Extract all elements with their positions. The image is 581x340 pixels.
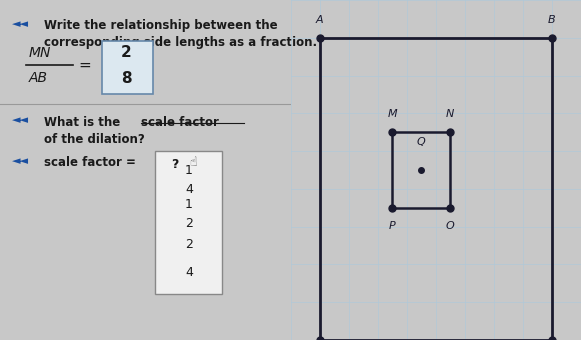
Text: Q: Q [417,137,426,147]
Text: B: B [548,15,556,24]
Text: 2: 2 [185,238,193,251]
Text: A: A [315,15,324,24]
Text: 1: 1 [185,164,193,177]
Text: What is the: What is the [44,116,124,129]
Text: 4: 4 [185,183,193,196]
Text: 1: 1 [185,198,193,211]
Text: ☝: ☝ [189,156,196,169]
Text: N: N [446,109,454,119]
Text: ◄◄: ◄◄ [12,156,28,166]
Text: MN: MN [29,46,52,60]
Text: scale factor =: scale factor = [44,156,135,169]
FancyBboxPatch shape [156,151,223,294]
Text: 8: 8 [121,71,132,86]
Text: Write the relationship between the: Write the relationship between the [44,19,277,32]
Text: 2: 2 [185,217,193,230]
Text: ?: ? [171,158,179,171]
Text: O: O [446,221,455,231]
Text: of the dilation?: of the dilation? [44,133,144,146]
Text: 2: 2 [121,45,132,60]
Text: ◄◄: ◄◄ [12,19,28,29]
Text: M: M [388,109,397,119]
Text: ◄◄: ◄◄ [12,116,28,125]
FancyBboxPatch shape [102,41,152,94]
Text: 4: 4 [185,266,193,278]
Text: AB: AB [29,71,48,85]
Text: =: = [78,58,91,73]
Text: corresponding side lengths as a fraction.: corresponding side lengths as a fraction… [44,36,317,49]
Text: P: P [389,221,396,231]
Text: scale factor: scale factor [141,116,219,129]
